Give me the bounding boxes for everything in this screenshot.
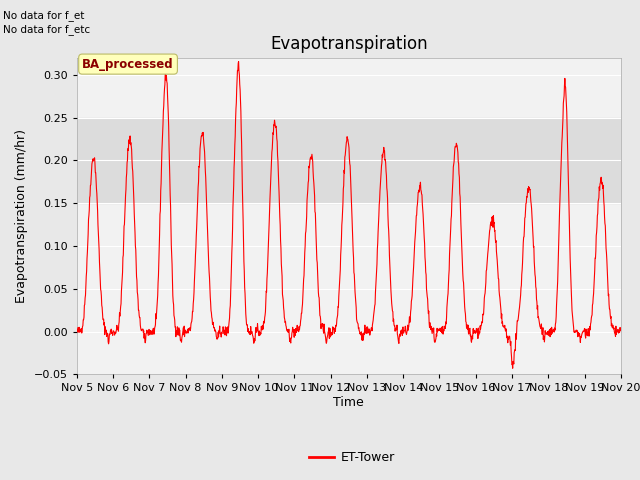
Y-axis label: Evapotranspiration (mm/hr): Evapotranspiration (mm/hr): [15, 129, 28, 303]
Text: BA_processed: BA_processed: [82, 58, 174, 71]
Bar: [77, 118, 621, 203]
Title: Evapotranspiration: Evapotranspiration: [270, 35, 428, 53]
X-axis label: Time: Time: [333, 396, 364, 409]
Legend: ET-Tower: ET-Tower: [304, 446, 400, 469]
Text: No data for f_et
No data for f_etc: No data for f_et No data for f_etc: [3, 10, 90, 35]
